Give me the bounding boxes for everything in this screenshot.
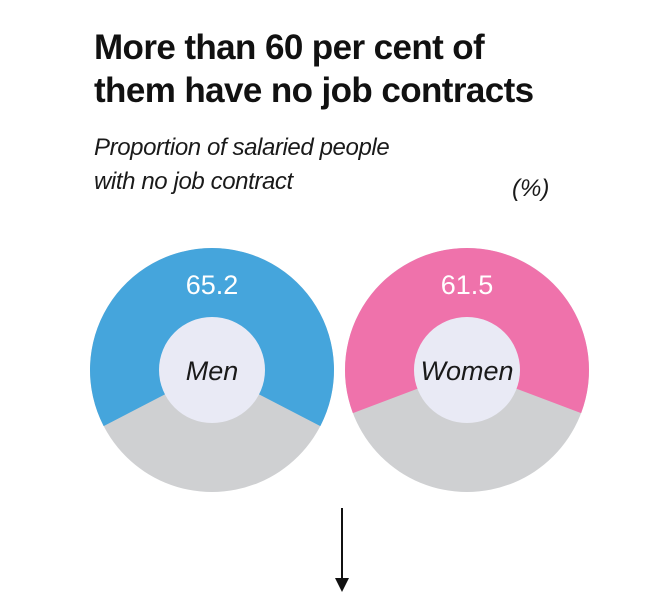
- category-label-women: Women: [420, 356, 513, 386]
- donut-hole-women: [414, 317, 520, 423]
- data-label-men: 65.2: [186, 270, 239, 300]
- chart-title-line-1: More than 60 per cent of: [94, 28, 485, 67]
- category-label-men: Men: [186, 356, 239, 386]
- chart-title-line-2: them have no job contracts: [94, 71, 534, 110]
- unit-label: (%): [512, 175, 550, 202]
- chart-subtitle: Proportion of salaried people with no jo…: [94, 131, 390, 199]
- chart-subtitle-line-2: with no job contract: [94, 168, 293, 195]
- down-arrow-icon: [335, 508, 349, 592]
- chart-title: More than 60 per cent of them have no jo…: [94, 26, 614, 112]
- chart-subtitle-line-1: Proportion of salaried people: [94, 134, 390, 161]
- donut-group: 65.2 Men 61.5 Women: [90, 247, 589, 492]
- donut-hole-men: [159, 317, 265, 423]
- data-label-women: 61.5: [441, 270, 494, 300]
